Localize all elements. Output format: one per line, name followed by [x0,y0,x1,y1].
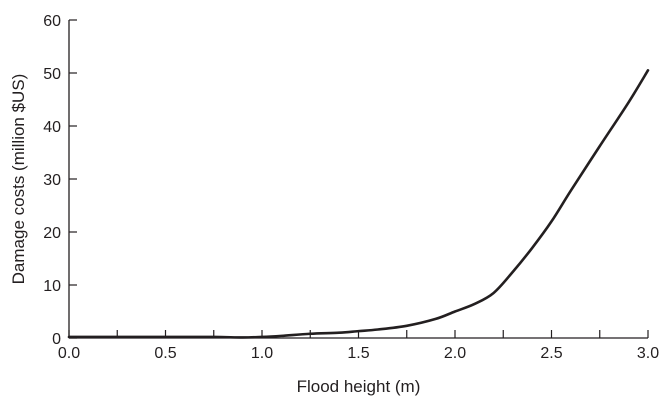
y-tick-label: 10 [43,278,61,295]
x-tick-label: 0.0 [58,345,80,362]
y-axis-title: Damage costs (million $US) [9,74,28,285]
y-tick-label: 30 [43,172,61,189]
y-tick-label: 40 [43,119,61,136]
x-tick-label: 2.0 [444,345,466,362]
y-tick-label: 20 [43,225,61,242]
x-tick-label: 3.0 [637,345,659,362]
y-tick-label: 0 [52,331,61,348]
x-tick-label: 1.0 [251,345,273,362]
y-tick-label: 50 [43,66,61,83]
x-tick-label: 2.5 [540,345,562,362]
y-axis-tick-labels: 0 10 20 30 40 50 60 [43,13,61,348]
y-tick-label: 60 [43,13,61,30]
damage-cost-line [67,69,650,339]
x-tick-label: 0.5 [154,345,176,362]
y-axis-ticks [69,19,77,339]
x-tick-label: 1.5 [347,345,369,362]
x-axis-tick-labels: 0.0 0.5 1.0 1.5 2.0 2.5 3.0 [58,345,659,362]
x-axis-title: Flood height (m) [297,377,421,396]
